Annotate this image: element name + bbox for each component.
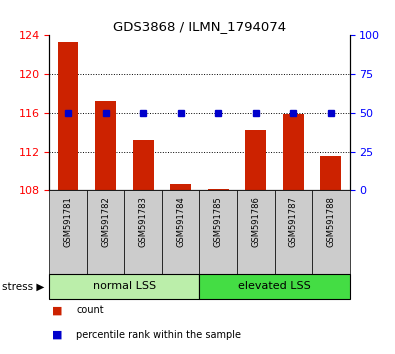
Text: percentile rank within the sample: percentile rank within the sample bbox=[76, 330, 241, 340]
Bar bbox=[275, 190, 312, 274]
Text: GSM591788: GSM591788 bbox=[326, 196, 335, 247]
Text: GSM591782: GSM591782 bbox=[101, 196, 110, 247]
Bar bbox=[124, 190, 162, 274]
Title: GDS3868 / ILMN_1794074: GDS3868 / ILMN_1794074 bbox=[113, 21, 286, 34]
Bar bbox=[283, 114, 304, 190]
Bar bbox=[49, 274, 199, 299]
Bar bbox=[49, 190, 87, 274]
Bar bbox=[208, 188, 229, 190]
Bar bbox=[170, 184, 191, 190]
Bar bbox=[87, 190, 124, 274]
Bar bbox=[133, 140, 154, 190]
Text: elevated LSS: elevated LSS bbox=[238, 281, 311, 291]
Bar bbox=[199, 274, 350, 299]
Text: GSM591784: GSM591784 bbox=[176, 196, 185, 247]
Text: GSM591787: GSM591787 bbox=[289, 196, 298, 247]
Text: count: count bbox=[76, 306, 104, 315]
Bar bbox=[312, 190, 350, 274]
Text: stress ▶: stress ▶ bbox=[2, 281, 44, 291]
Text: GSM591785: GSM591785 bbox=[214, 196, 223, 247]
Text: GSM591781: GSM591781 bbox=[64, 196, 73, 247]
Bar bbox=[58, 41, 79, 190]
Bar bbox=[95, 101, 116, 190]
Bar bbox=[199, 190, 237, 274]
Text: ■: ■ bbox=[53, 330, 63, 340]
Text: normal LSS: normal LSS bbox=[93, 281, 156, 291]
Bar bbox=[162, 190, 199, 274]
Bar bbox=[320, 156, 341, 190]
Text: GSM591783: GSM591783 bbox=[139, 196, 148, 247]
Bar bbox=[245, 130, 266, 190]
Bar bbox=[237, 190, 275, 274]
Text: GSM591786: GSM591786 bbox=[251, 196, 260, 247]
Text: ■: ■ bbox=[53, 306, 63, 315]
